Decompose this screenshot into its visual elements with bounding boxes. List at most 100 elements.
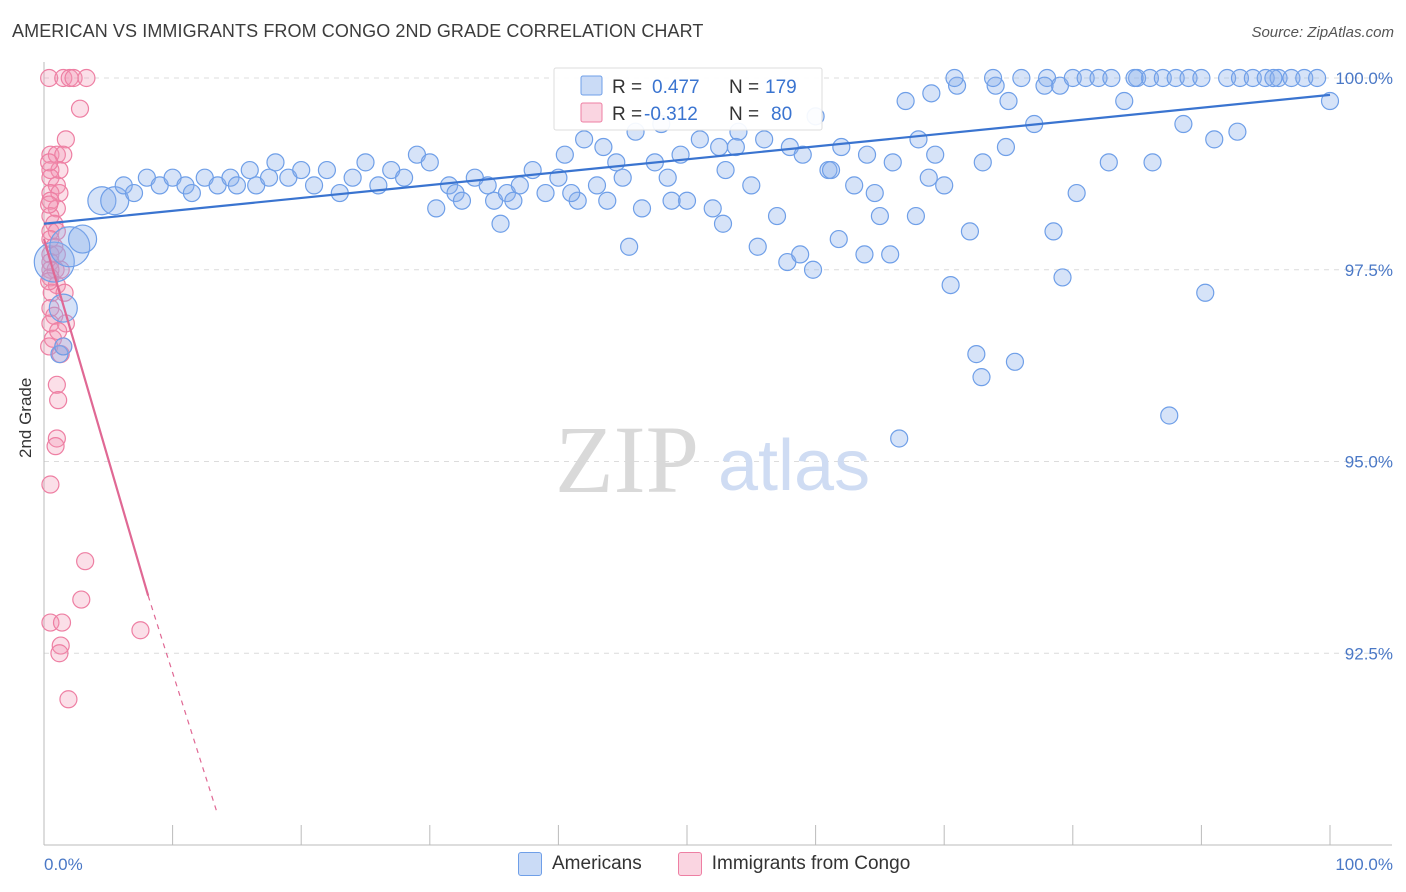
y-tick-label-3: 92.5% bbox=[1345, 644, 1393, 663]
americans-point-139 bbox=[821, 160, 841, 180]
americans-point-107 bbox=[1269, 68, 1288, 88]
americans-point-103 bbox=[1218, 68, 1237, 88]
americans-point-25 bbox=[304, 176, 324, 195]
americans-point-105 bbox=[1243, 68, 1262, 88]
americans-point-63 bbox=[710, 137, 729, 157]
americans-point-128 bbox=[1044, 222, 1063, 241]
watermark: ZIP atlas bbox=[555, 406, 870, 513]
congo-point-4 bbox=[77, 68, 96, 88]
americans-point-50 bbox=[587, 176, 607, 195]
americans-point-137 bbox=[562, 183, 581, 203]
americans-point-134 bbox=[865, 183, 884, 203]
legend-box-bg bbox=[553, 67, 823, 131]
americans-point-35 bbox=[427, 199, 446, 218]
americans-point-40 bbox=[478, 176, 497, 195]
americans-point-108 bbox=[1282, 68, 1301, 88]
y-tick-label-1: 97.5% bbox=[1345, 261, 1393, 280]
americans-point-51 bbox=[594, 137, 613, 157]
americans-point-146 bbox=[1264, 68, 1283, 88]
americans-point-84 bbox=[973, 153, 992, 172]
americans-point-28 bbox=[343, 168, 362, 187]
americans-point-81 bbox=[935, 176, 954, 195]
americans-point-68 bbox=[767, 206, 787, 226]
americans-point-150 bbox=[945, 68, 964, 88]
americans-point-140 bbox=[919, 168, 938, 187]
x-tick-label-0: 0.0% bbox=[44, 855, 83, 874]
congo-legend-label: Immigrants from Congo bbox=[711, 853, 911, 874]
americans-point-120 bbox=[829, 229, 848, 249]
americans-point-26 bbox=[317, 160, 337, 180]
legend-r-label-2: R = bbox=[612, 104, 642, 125]
americans-point-78 bbox=[896, 91, 915, 111]
americans-point-100 bbox=[1179, 68, 1198, 88]
americans-point-127 bbox=[1005, 352, 1025, 371]
americans-point-99 bbox=[1166, 68, 1185, 88]
congo-point-8 bbox=[47, 145, 66, 164]
americans-point-32 bbox=[394, 168, 414, 187]
americans-point-145 bbox=[1125, 68, 1144, 88]
americans-point-86 bbox=[999, 91, 1018, 111]
americans-point-0 bbox=[33, 241, 75, 283]
americans-point-62 bbox=[703, 199, 722, 218]
americans-point-143 bbox=[1174, 114, 1193, 134]
americans-point-14 bbox=[182, 183, 201, 203]
americans-point-94 bbox=[1102, 68, 1121, 88]
americans-point-73 bbox=[832, 137, 851, 157]
americans-point-131 bbox=[1160, 406, 1179, 425]
americans-point-47 bbox=[555, 145, 574, 164]
americans-point-106 bbox=[1256, 68, 1275, 88]
americans-point-126 bbox=[972, 368, 991, 387]
congo-point-45 bbox=[76, 552, 95, 571]
americans-point-91 bbox=[1063, 68, 1082, 88]
americans-point-118 bbox=[791, 245, 810, 264]
congo-point-6 bbox=[56, 130, 75, 149]
americans-point-125 bbox=[967, 345, 986, 364]
americans-point-77 bbox=[883, 153, 902, 172]
bottom-legend: Americans Immigrants from Congo bbox=[518, 852, 910, 876]
congo-point-50 bbox=[50, 644, 69, 663]
congo-point-41 bbox=[49, 391, 68, 410]
americans-point-147 bbox=[1035, 76, 1054, 95]
americans-points bbox=[33, 68, 1340, 448]
congo-point-56 bbox=[49, 322, 68, 341]
congo-point-43 bbox=[46, 437, 65, 456]
congo-point-1 bbox=[54, 68, 73, 88]
americans-point-98 bbox=[1153, 68, 1172, 88]
americans-point-19 bbox=[240, 160, 259, 180]
congo-point-44 bbox=[41, 475, 60, 494]
americans-point-45 bbox=[536, 183, 555, 203]
congo-point-0 bbox=[40, 68, 59, 88]
americans-point-116 bbox=[748, 237, 767, 256]
americans-point-29 bbox=[356, 153, 375, 172]
americans-point-6 bbox=[87, 186, 117, 216]
congo-point-42 bbox=[47, 429, 66, 448]
americans-point-52 bbox=[607, 153, 626, 172]
americans-point-60 bbox=[677, 191, 697, 210]
americans-point-92 bbox=[1076, 68, 1095, 88]
americans-point-110 bbox=[1308, 68, 1327, 88]
americans-point-132 bbox=[1196, 283, 1215, 302]
americans-point-53 bbox=[613, 168, 632, 187]
americans-point-121 bbox=[855, 245, 874, 264]
legend-box: R = 0.477 N = 179 R = -0.312 N = 80 bbox=[553, 67, 823, 131]
americans-point-102 bbox=[1205, 130, 1224, 149]
congo-point-54 bbox=[40, 195, 59, 214]
americans-point-97 bbox=[1140, 68, 1160, 88]
congo-point-49 bbox=[51, 636, 70, 655]
congo-point-53 bbox=[40, 153, 59, 172]
legend-r-label-1: R = bbox=[612, 77, 642, 98]
americans-point-8 bbox=[114, 176, 133, 195]
americans-point-112 bbox=[491, 214, 510, 233]
congo-point-9 bbox=[54, 145, 73, 164]
axes bbox=[43, 62, 1392, 846]
congo-point-46 bbox=[72, 590, 91, 609]
congo-swatch bbox=[677, 852, 702, 876]
americans-trendline bbox=[43, 93, 1331, 225]
americans-point-1 bbox=[49, 226, 91, 268]
americans-point-70 bbox=[793, 145, 812, 164]
americans-point-123 bbox=[906, 206, 926, 226]
americans-point-75 bbox=[857, 145, 877, 164]
congo-point-5 bbox=[70, 99, 90, 118]
americans-point-142 bbox=[1143, 153, 1162, 172]
legend-n-value-2: 80 bbox=[771, 104, 792, 125]
